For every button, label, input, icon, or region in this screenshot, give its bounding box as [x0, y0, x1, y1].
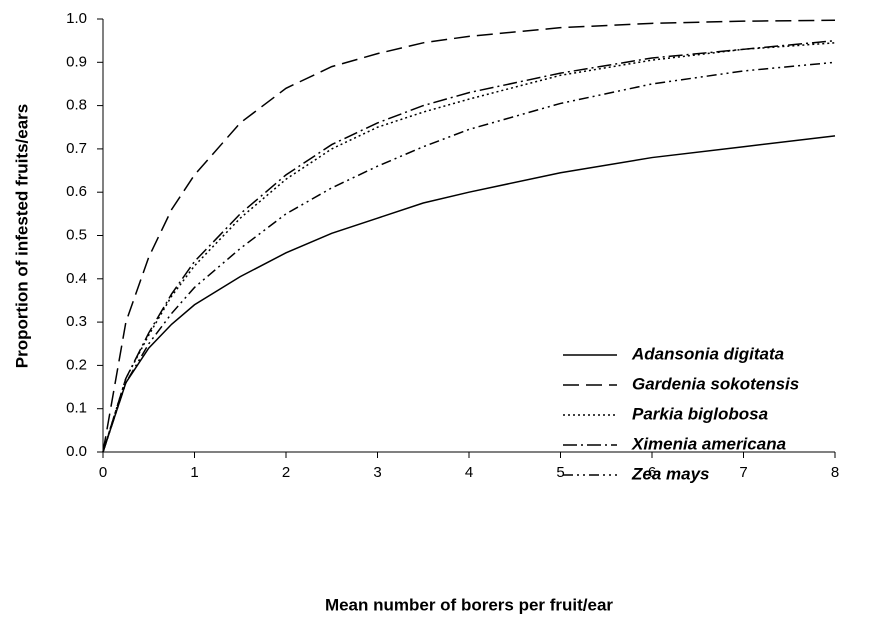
- y-tick-label: 0.6: [66, 183, 87, 200]
- legend-label: Gardenia sokotensis: [632, 374, 799, 393]
- y-tick-label: 0.0: [66, 443, 87, 460]
- y-tick-label: 0.5: [66, 226, 87, 243]
- y-tick-label: 1.0: [66, 10, 87, 27]
- legend-label: Parkia biglobosa: [632, 404, 768, 423]
- x-tick-label: 1: [190, 464, 198, 481]
- line-series: [102, 39, 836, 453]
- legend-label: Zea mays: [631, 464, 710, 483]
- y-tick-label: 0.9: [66, 53, 87, 70]
- x-tick-label: 5: [556, 464, 564, 481]
- y-tick-label: 0.2: [66, 356, 87, 373]
- y-tick-label: 0.7: [66, 140, 87, 157]
- x-axis-title: Mean number of borers per fruit/ear: [325, 595, 613, 614]
- line-series: [102, 42, 836, 453]
- y-tick-label: 0.1: [66, 400, 87, 417]
- y-axis-title: Proportion of infested fruits/ears: [12, 104, 31, 368]
- x-tick-label: 2: [282, 464, 290, 481]
- legend-label: Ximenia americana: [631, 434, 786, 453]
- line-series: [102, 61, 836, 453]
- line-series: [102, 135, 836, 453]
- x-tick-label: 8: [831, 464, 839, 481]
- legend-label: Adansonia digitata: [631, 344, 784, 363]
- line-series: [102, 19, 836, 453]
- y-tick-label: 0.4: [66, 270, 87, 287]
- y-tick-label: 0.8: [66, 97, 87, 114]
- y-tick-label: 0.3: [66, 313, 87, 330]
- x-tick-label: 3: [373, 464, 381, 481]
- x-tick-label: 7: [739, 464, 747, 481]
- x-tick-label: 4: [465, 464, 473, 481]
- x-tick-label: 0: [99, 464, 107, 481]
- x-tick-label: 6: [648, 464, 656, 481]
